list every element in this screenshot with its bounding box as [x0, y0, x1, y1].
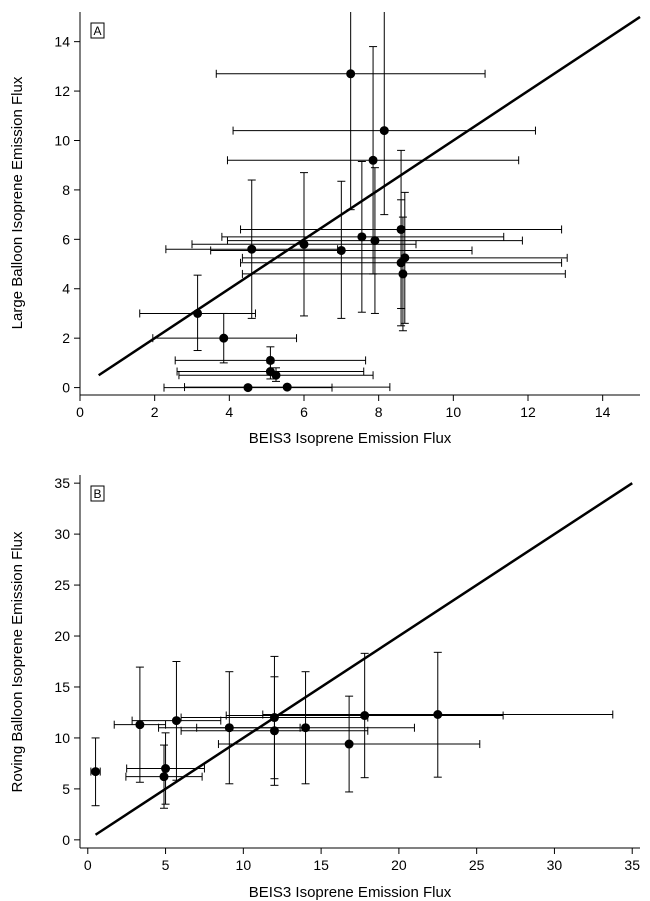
y-tick-label: 0: [62, 380, 70, 396]
x-axis-title: BEIS3 Isoprene Emission Flux: [249, 430, 452, 447]
data-point: [159, 772, 169, 782]
panel-label: A: [93, 24, 101, 38]
y-tick-label: 5: [62, 781, 70, 797]
data-point: [336, 245, 346, 255]
data-point: [379, 126, 389, 136]
x-tick-label: 6: [300, 404, 308, 420]
one-to-one-line: [97, 15, 641, 377]
data-point: [301, 723, 311, 733]
x-tick-label: 14: [595, 404, 611, 420]
data-point: [219, 333, 229, 343]
x-tick-label: 10: [446, 404, 462, 420]
y-tick-label: 20: [54, 628, 70, 644]
x-tick-label: 35: [624, 857, 640, 873]
x-tick-label: 8: [375, 404, 383, 420]
data-point: [299, 239, 309, 249]
data-point: [346, 69, 356, 79]
data-point: [271, 370, 281, 380]
y-tick-label: 8: [62, 182, 70, 198]
y-tick-label: 15: [54, 679, 70, 695]
one-to-one-line: [94, 482, 633, 836]
y-axis-title: Roving Balloon Isoprene Emission Flux: [9, 531, 26, 792]
data-point: [433, 709, 443, 719]
data-point: [135, 720, 145, 730]
y-tick-label: 35: [54, 475, 70, 491]
x-tick-label: 0: [76, 404, 84, 420]
data-point: [193, 308, 203, 318]
panel-label: B: [93, 487, 101, 501]
x-tick-label: 15: [313, 857, 329, 873]
x-tick-label: 0: [84, 857, 92, 873]
data-point: [247, 244, 257, 254]
data-point: [269, 726, 279, 736]
data-point: [398, 269, 408, 279]
panel-a-chart: 0 2 4 6 8 10 12 14 0 2 4 6 8 10 12 14 BEIS3 Isoprene Emi…: [9, 12, 641, 447]
y-tick-label: 25: [54, 577, 70, 593]
data-point: [396, 258, 406, 268]
y-tick-label: 30: [54, 526, 70, 542]
data-point: [360, 711, 370, 721]
y-tick-label: 10: [54, 132, 70, 148]
x-tick-label: 25: [469, 857, 485, 873]
x-tick-label: 20: [391, 857, 407, 873]
data-point: [282, 382, 292, 392]
panel-label-box: [90, 22, 105, 39]
panel-label-box: [90, 485, 105, 502]
x-tick-label: 5: [162, 857, 170, 873]
x-tick-label: 4: [225, 404, 233, 420]
y-tick-label: 12: [54, 83, 70, 99]
y-axis-title: Large Balloon Isoprene Emission Flux: [9, 76, 26, 329]
y-tick-label: 10: [54, 730, 70, 746]
x-axis-title: BEIS3 Isoprene Emission Flux: [249, 884, 452, 901]
data-point: [161, 764, 171, 774]
y-tick-label: 6: [62, 231, 70, 247]
x-tick-label: 12: [520, 404, 536, 420]
y-tick-label: 2: [62, 330, 70, 346]
y-tick-label: 4: [62, 281, 70, 297]
panel-b-chart: 0 5 10 15 20 25 30 35 0 5 10 15 20 25 30 35 BEIS3 Isopre…: [9, 475, 640, 901]
y-tick-label: 14: [54, 34, 70, 50]
y-tick-label: 0: [62, 832, 70, 848]
x-tick-label: 30: [547, 857, 563, 873]
x-tick-label: 2: [151, 404, 159, 420]
data-point: [368, 155, 378, 165]
data-point: [344, 739, 354, 749]
data-point: [357, 232, 367, 242]
x-tick-label: 10: [236, 857, 252, 873]
data-point: [91, 767, 101, 777]
data-point: [370, 236, 380, 246]
data-point: [171, 716, 181, 726]
